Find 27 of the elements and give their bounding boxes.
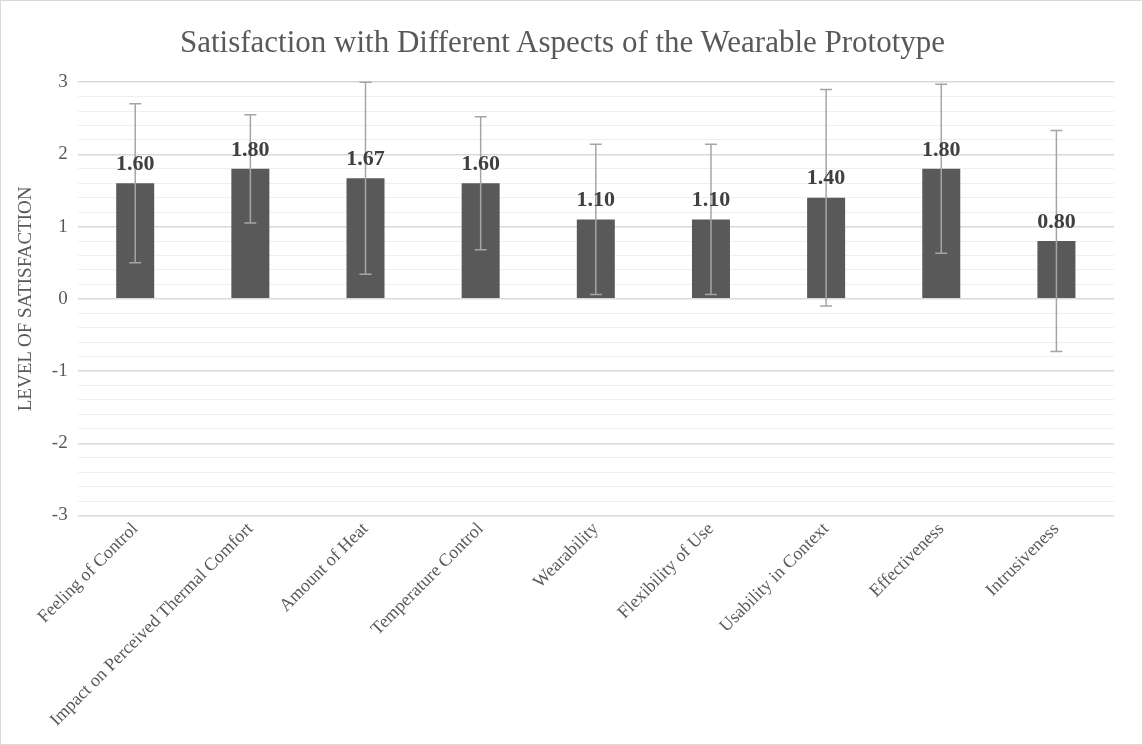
y-tick-label: -3 [51,503,68,525]
bar [346,178,385,299]
data-label: 1.40 [806,164,846,190]
bar [231,168,270,299]
y-tick-label: 2 [58,142,68,164]
y-tick-label: -2 [51,431,68,453]
data-label: 1.80 [922,135,961,161]
bar [691,219,730,299]
bar [1037,241,1076,299]
data-label: 0.80 [1037,207,1076,233]
bar [576,219,615,299]
chart-title: Satisfaction with Different Aspects of the Wearable Prototype [179,23,946,59]
bar [807,197,846,299]
y-axis-title: LEVEL OF SATISFACTION [14,186,36,412]
bar [922,168,961,299]
y-tick-label: 3 [58,70,68,92]
data-label: 1.80 [231,135,270,161]
bar [116,183,155,299]
data-label: 1.10 [576,186,616,212]
y-tick-label: -1 [51,359,68,381]
bar [461,183,500,299]
data-label: 1.67 [346,144,385,170]
data-label: 1.60 [115,149,155,175]
data-label: 1.60 [461,149,500,175]
y-tick-label: 0 [58,286,68,308]
y-tick-label: 1 [58,214,68,236]
data-label: 1.10 [691,186,731,212]
